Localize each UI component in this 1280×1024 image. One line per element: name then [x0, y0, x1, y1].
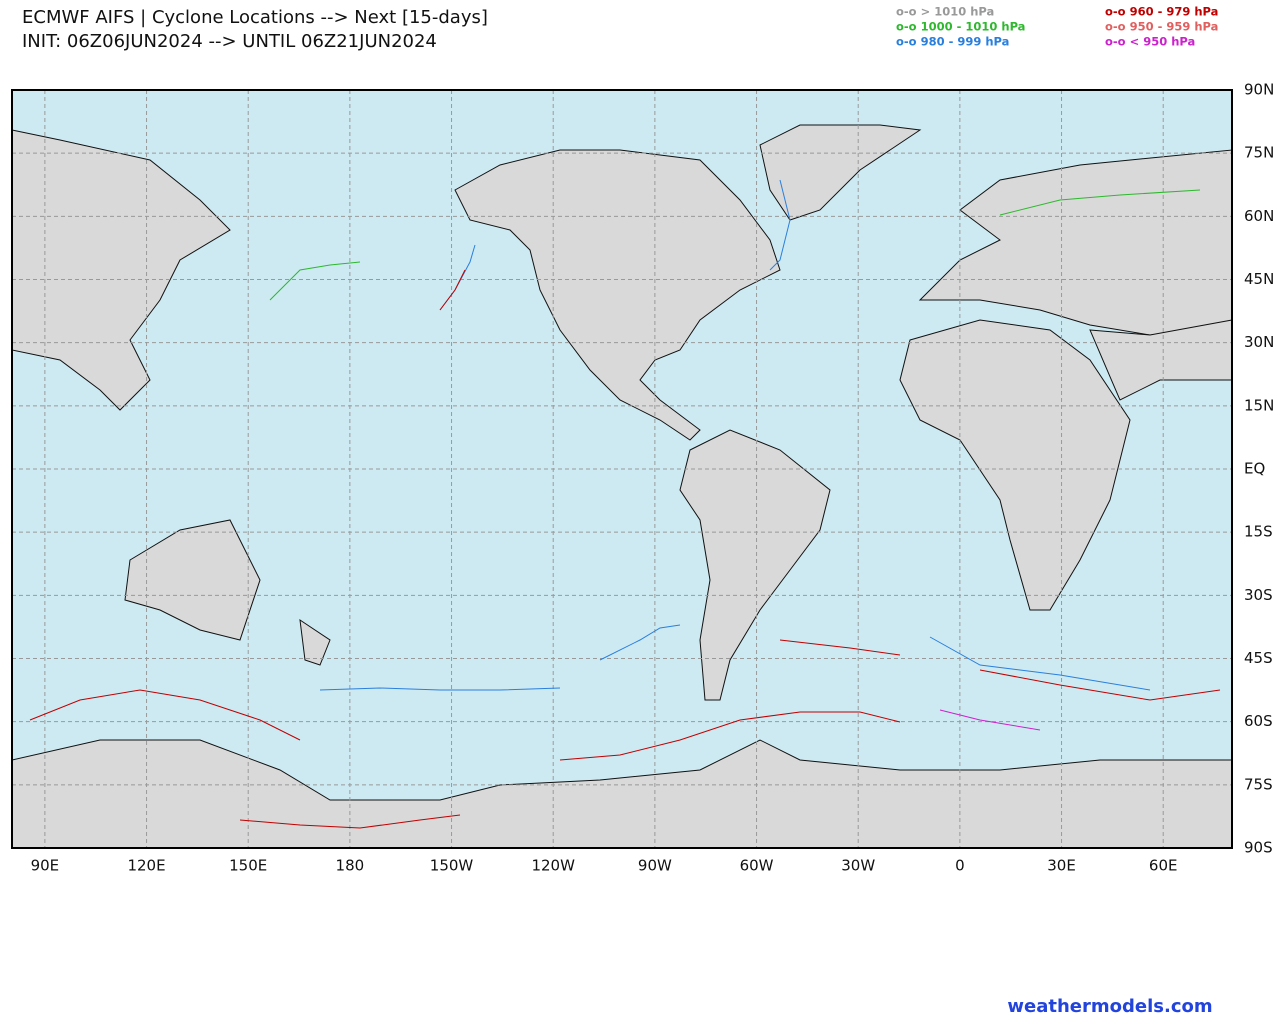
legend-entry: o-o 950 - 959 hPa — [1105, 20, 1218, 34]
lon-label: 120E — [127, 857, 165, 875]
lat-label: 75N — [1244, 144, 1274, 162]
cyclone-tracks — [29, 179, 1221, 829]
lon-label: 120W — [531, 857, 575, 875]
legend-entry: o-o 980 - 999 hPa — [896, 35, 1009, 49]
subtitle: INIT: 06Z06JUN2024 --> UNTIL 06Z21JUN202… — [22, 31, 437, 52]
lon-label: 0 — [955, 857, 965, 875]
title: ECMWF AIFS | Cyclone Locations --> Next … — [22, 7, 488, 28]
lon-label: 150W — [430, 857, 474, 875]
lon-label: 90W — [638, 857, 672, 875]
lat-label: 15N — [1244, 396, 1274, 414]
lon-label: 180 — [336, 857, 365, 875]
lon-label: 60W — [740, 857, 774, 875]
lat-label: 60N — [1244, 207, 1274, 225]
lon-label: 90E — [31, 857, 60, 875]
lat-label: 45S — [1244, 649, 1273, 667]
lon-label: 150E — [229, 857, 267, 875]
lat-label: 75S — [1244, 775, 1273, 793]
lon-label: 30E — [1047, 857, 1076, 875]
legend-entry: o-o 960 - 979 hPa — [1105, 5, 1218, 19]
legend-entry: o-o > 1010 hPa — [896, 5, 994, 19]
lat-label: 60S — [1244, 712, 1273, 730]
lat-label: 15S — [1244, 523, 1273, 541]
lat-label: 45N — [1244, 270, 1274, 288]
credit[interactable]: weathermodels.com — [1007, 996, 1212, 1017]
land — [11, 124, 1233, 849]
lat-label: EQ — [1244, 460, 1265, 478]
lon-label: 30W — [841, 857, 875, 875]
lat-label: 30N — [1244, 333, 1274, 351]
legend-entry: o-o 1000 - 1010 hPa — [896, 20, 1025, 34]
lon-label: 60E — [1149, 857, 1178, 875]
map-frame — [11, 89, 1233, 849]
axis-labels: 90E 120E 150E 180 150W 120W 90W 60W 30W 0 30E 60E 90… — [31, 81, 1275, 875]
lat-label: 90S — [1244, 839, 1273, 857]
lat-label: 30S — [1244, 586, 1273, 604]
legend-entry: o-o < 950 hPa — [1105, 35, 1195, 49]
lat-label: 90N — [1244, 81, 1274, 99]
